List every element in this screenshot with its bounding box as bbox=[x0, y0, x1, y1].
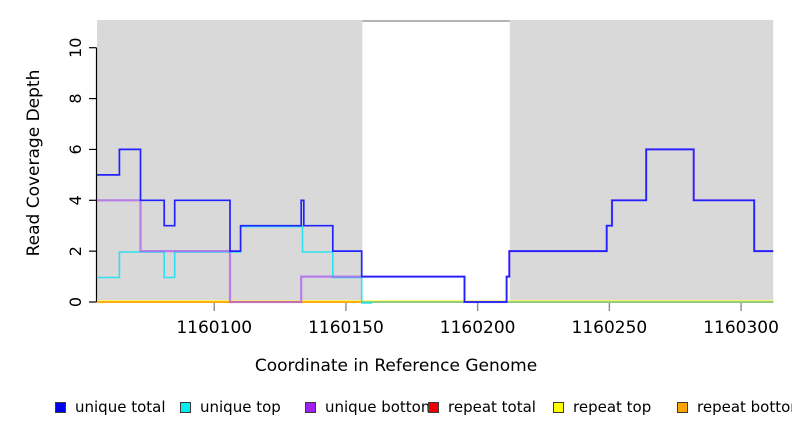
y-tick-label: 4 bbox=[66, 195, 85, 205]
legend-item-repeat-top: repeat top bbox=[553, 399, 651, 415]
y-axis-label: Read Coverage Depth bbox=[24, 69, 44, 257]
x-tick-label: 1160100 bbox=[176, 318, 252, 338]
legend-item-repeat-bottom: repeat bottom bbox=[677, 399, 792, 415]
legend-label: repeat top bbox=[573, 398, 652, 416]
plot-area: 0 2 4 6 8 10 1160100 1160150 1160200 1160250 11603… bbox=[66, 20, 779, 338]
legend-swatch bbox=[305, 401, 316, 413]
legend-swatch bbox=[55, 401, 66, 413]
legend-item-repeat-total: repeat total bbox=[428, 399, 536, 415]
x-tick-label: 1160150 bbox=[308, 318, 384, 338]
y-tick-label: 10 bbox=[66, 38, 85, 58]
legend-swatch bbox=[180, 401, 191, 413]
legend-label: repeat bottom bbox=[697, 398, 792, 416]
legend-label: unique top bbox=[200, 398, 281, 416]
y-tick-label: 2 bbox=[66, 246, 85, 256]
x-tick-label: 1160250 bbox=[572, 318, 648, 338]
legend-item-unique-top: unique top bbox=[180, 399, 281, 415]
legend-label: unique bottom bbox=[325, 398, 436, 416]
shaded-region bbox=[509, 20, 774, 302]
x-tick-label: 1160300 bbox=[703, 318, 779, 338]
x-tick-label: 1160200 bbox=[440, 318, 516, 338]
y-tick-label: 8 bbox=[66, 93, 85, 103]
legend-swatch bbox=[553, 401, 564, 413]
y-tick-label: 0 bbox=[66, 297, 85, 307]
legend-label: repeat total bbox=[448, 398, 536, 416]
legend-item-unique-total: unique total bbox=[55, 399, 166, 415]
x-axis-label: Coordinate in Reference Genome bbox=[254, 356, 538, 376]
series-unique-total bbox=[97, 148, 774, 303]
y-tick-label: 6 bbox=[66, 144, 85, 154]
legend-swatch bbox=[428, 401, 439, 413]
legend-swatch bbox=[677, 401, 688, 413]
legend-item-unique-bottom: unique bottom bbox=[305, 399, 435, 415]
legend-label: unique total bbox=[75, 398, 166, 416]
